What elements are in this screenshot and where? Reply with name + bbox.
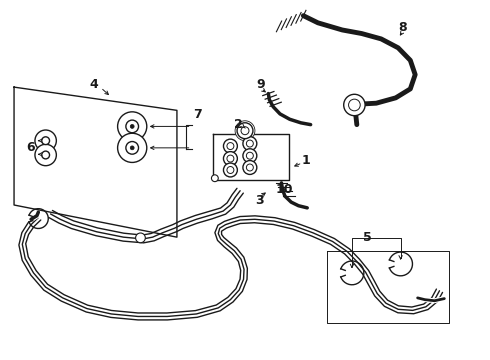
- Circle shape: [118, 133, 147, 162]
- Circle shape: [227, 143, 234, 149]
- Circle shape: [246, 152, 253, 159]
- Circle shape: [246, 164, 253, 171]
- Text: 1: 1: [301, 154, 310, 167]
- Circle shape: [223, 152, 237, 166]
- Text: 9: 9: [257, 78, 266, 91]
- Circle shape: [136, 233, 146, 243]
- Circle shape: [243, 149, 257, 163]
- Text: 4: 4: [90, 78, 98, 91]
- Circle shape: [130, 146, 134, 150]
- Text: 10: 10: [275, 183, 293, 196]
- Text: 6: 6: [26, 141, 34, 154]
- Circle shape: [223, 139, 237, 153]
- Text: 5: 5: [363, 231, 372, 244]
- Circle shape: [343, 94, 365, 116]
- Circle shape: [118, 112, 147, 141]
- Circle shape: [42, 151, 49, 159]
- Circle shape: [126, 141, 139, 154]
- Circle shape: [35, 130, 56, 152]
- Circle shape: [130, 125, 134, 129]
- Text: 7: 7: [193, 108, 202, 121]
- Circle shape: [223, 163, 237, 177]
- Circle shape: [212, 175, 218, 181]
- Text: 3: 3: [255, 194, 264, 207]
- Circle shape: [235, 121, 255, 141]
- Circle shape: [243, 136, 257, 150]
- Circle shape: [35, 144, 56, 166]
- Circle shape: [237, 123, 253, 139]
- Circle shape: [227, 155, 234, 162]
- Circle shape: [42, 137, 49, 145]
- Text: 8: 8: [399, 21, 407, 33]
- Circle shape: [227, 167, 234, 174]
- Circle shape: [243, 161, 257, 175]
- Circle shape: [348, 99, 360, 111]
- Circle shape: [241, 127, 249, 135]
- Circle shape: [126, 120, 139, 133]
- Circle shape: [246, 140, 253, 147]
- Text: 2: 2: [234, 118, 243, 131]
